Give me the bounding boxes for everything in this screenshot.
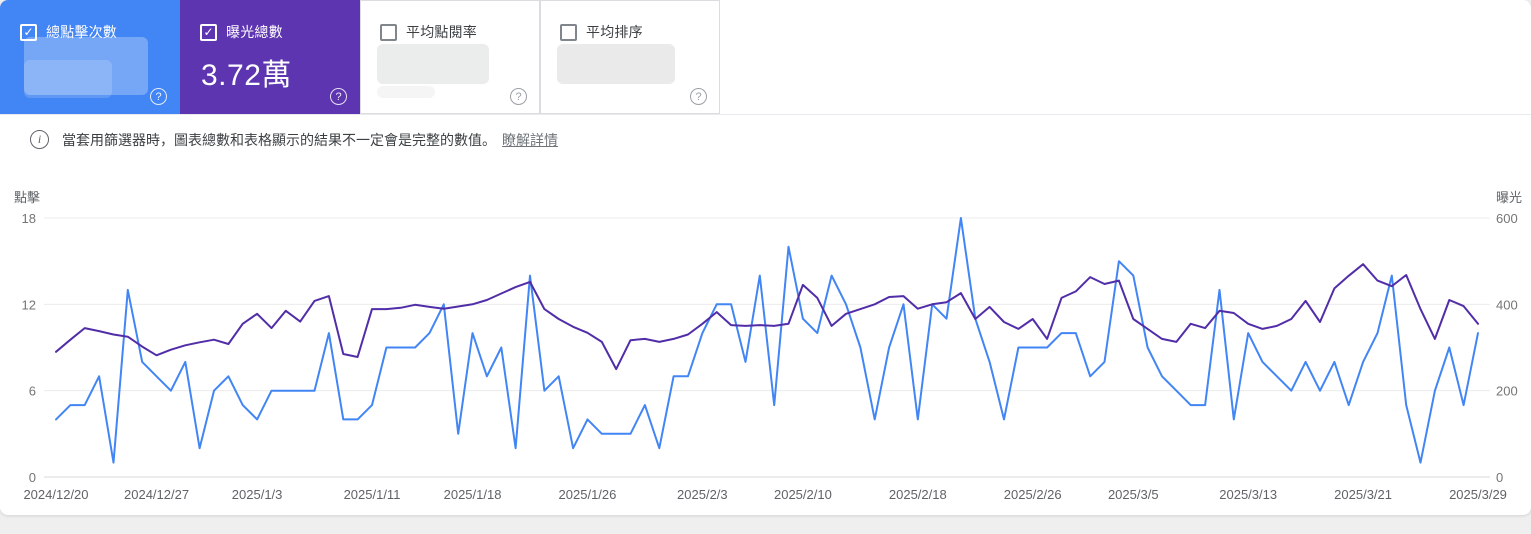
x-axis-date-label: 2025/2/3	[677, 487, 728, 502]
ctr-value-redacted-overlay	[377, 86, 435, 98]
metric-cards-row: ✓ 總點擊次數 ? ✓ 曝光總數 3.72萬 ? 平均點閱率 ?	[0, 0, 1531, 115]
ctr-card-label: 平均點閱率	[406, 24, 477, 40]
right-axis-tick: 400	[1496, 297, 1518, 312]
x-axis-date-label: 2025/3/13	[1219, 487, 1277, 502]
ctr-help-icon[interactable]: ?	[510, 88, 527, 105]
left-axis-tick: 18	[22, 211, 36, 226]
position-checkbox-unchecked-icon[interactable]	[560, 23, 577, 41]
x-axis-date-label: 2025/3/21	[1334, 487, 1392, 502]
impressions-checkbox-checked-icon[interactable]: ✓	[200, 23, 217, 41]
position-value-redacted	[557, 44, 675, 84]
impressions-help-icon[interactable]: ?	[330, 88, 347, 105]
performance-chart-svg[interactable]: 點擊 0 6 12 18 曝光 0 200 400 600 2024/12/20 2024/12/27…	[0, 164, 1531, 514]
clicks-value-redacted	[24, 37, 148, 95]
left-axis-tick: 0	[29, 470, 36, 485]
x-axis-date-label: 2025/1/3	[232, 487, 283, 502]
filter-notice-bar: i 當套用篩選器時，圖表總數和表格顯示的結果不一定會是完整的數值。 瞭解詳情	[0, 115, 1531, 164]
filter-notice-text: 當套用篩選器時，圖表總數和表格顯示的結果不一定會是完整的數值。	[62, 131, 496, 148]
position-help-icon[interactable]: ?	[690, 88, 707, 105]
performance-chart: 點擊 0 6 12 18 曝光 0 200 400 600 2024/12/20 2024/12/27…	[0, 164, 1531, 515]
ctr-checkbox-unchecked-icon[interactable]	[380, 23, 397, 41]
clicks-value-redacted-overlay	[24, 60, 112, 98]
clicks-card-label: 總點擊次數	[46, 24, 117, 40]
right-axis-tick: 0	[1496, 470, 1503, 485]
clicks-line[interactable]	[55, 217, 1479, 464]
left-axis-title: 點擊	[14, 190, 40, 205]
ctr-value-redacted	[377, 44, 489, 84]
impressions-card-value: 3.72萬	[201, 59, 292, 92]
position-card-label: 平均排序	[586, 24, 643, 40]
x-axis-date-label: 2025/3/29	[1449, 487, 1507, 502]
left-axis-tick: 12	[22, 297, 36, 312]
x-axis-date-label: 2025/3/5	[1108, 487, 1159, 502]
x-axis-date-label: 2025/1/18	[444, 487, 502, 502]
right-axis-tick: 600	[1496, 211, 1518, 226]
right-axis-title: 曝光	[1496, 190, 1522, 205]
card-average-position[interactable]: 平均排序 ?	[540, 0, 720, 114]
card-average-ctr[interactable]: 平均點閱率 ?	[360, 0, 540, 114]
clicks-help-icon[interactable]: ?	[150, 88, 167, 105]
learn-more-link[interactable]: 瞭解詳情	[502, 131, 558, 148]
x-axis-date-label: 2025/2/10	[774, 487, 832, 502]
x-axis-date-label: 2024/12/20	[23, 487, 88, 502]
left-axis-tick: 6	[29, 384, 36, 399]
card-total-clicks[interactable]: ✓ 總點擊次數 ?	[0, 0, 180, 114]
info-icon: i	[30, 130, 49, 149]
x-axis-date-label: 2025/1/11	[344, 487, 401, 502]
impressions-card-label: 曝光總數	[226, 24, 283, 40]
x-axis-date-label: 2025/1/26	[559, 487, 617, 502]
x-axis-date-label: 2025/2/18	[889, 487, 947, 502]
x-axis-date-label: 2024/12/27	[124, 487, 189, 502]
impressions-line[interactable]	[55, 263, 1479, 371]
right-axis-tick: 200	[1496, 384, 1518, 399]
performance-panel: ✓ 總點擊次數 ? ✓ 曝光總數 3.72萬 ? 平均點閱率 ?	[0, 0, 1531, 515]
x-axis-date-label: 2025/2/26	[1004, 487, 1062, 502]
clicks-checkbox-checked-icon[interactable]: ✓	[20, 23, 37, 41]
card-total-impressions[interactable]: ✓ 曝光總數 3.72萬 ?	[180, 0, 360, 114]
